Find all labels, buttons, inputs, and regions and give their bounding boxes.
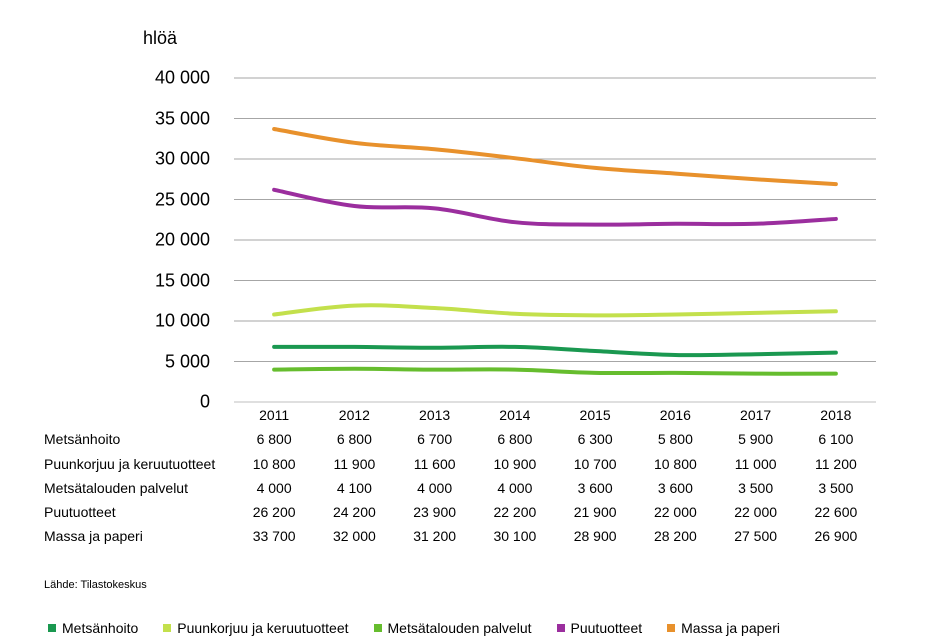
- table-cell: 28 900: [573, 528, 617, 544]
- table-cell: 22 000: [653, 504, 697, 520]
- x-tick-label: 2017: [740, 407, 772, 423]
- series-line: [272, 303, 838, 318]
- x-tick-label: 2013: [419, 407, 451, 423]
- series-line: [272, 187, 838, 227]
- table-row-label: Puunkorjuu ja keruutuotteet: [44, 456, 216, 472]
- legend-label: Metsätalouden palvelut: [387, 620, 532, 636]
- table-cell: 11 900: [333, 456, 376, 472]
- table-row-label: Metsänhoito: [44, 431, 121, 447]
- x-tick-label: 2018: [820, 407, 852, 423]
- table-cell: 3 600: [577, 480, 613, 496]
- y-tick-label: 35 000: [154, 108, 210, 128]
- source-note: Lähde: Tilastokeskus: [44, 579, 147, 591]
- table-cell: 10 700: [573, 456, 617, 472]
- x-tick-label: 2014: [499, 407, 531, 423]
- table-cell: 24 200: [332, 504, 376, 520]
- legend-swatch: [667, 624, 676, 632]
- series-line: [272, 344, 838, 358]
- series-line: [272, 366, 838, 376]
- y-tick-label: 0: [199, 391, 210, 412]
- table-cell: 21 900: [573, 504, 617, 520]
- y-tick-label: 5 000: [164, 351, 210, 371]
- table-cell: 3 600: [657, 480, 693, 496]
- table-cell: 27 500: [734, 528, 778, 544]
- table-cell: 4 000: [497, 480, 533, 496]
- table-cell: 22 600: [814, 504, 858, 520]
- table-row-label: Puutuotteet: [44, 504, 116, 520]
- table-cell: 10 900: [493, 456, 537, 472]
- table-cell: 3 500: [738, 480, 774, 496]
- y-axis-label: hlöä: [143, 28, 178, 48]
- table-cell: 6 300: [577, 431, 613, 447]
- legend-label: Puunkorjuu ja keruutuotteet: [177, 620, 349, 636]
- y-tick-label: 10 000: [154, 310, 210, 331]
- legend-label: Puutuotteet: [570, 620, 643, 636]
- y-tick-label: 15 000: [154, 270, 210, 290]
- legend-item: Metsätalouden palvelut: [373, 620, 532, 636]
- x-tick-label: 2011: [259, 407, 290, 423]
- y-tick-label: 30 000: [154, 148, 210, 169]
- table-cell: 6 100: [818, 431, 854, 447]
- legend-item: Massa ja paperi: [667, 620, 780, 636]
- table-cell: 6 800: [256, 431, 292, 447]
- table-cell: 4 000: [256, 480, 292, 496]
- table-cell: 26 200: [252, 504, 296, 520]
- legend-swatch: [48, 624, 56, 632]
- x-tick-label: 2015: [579, 407, 611, 423]
- table-cell: 28 200: [653, 528, 697, 544]
- table-cell: 4 000: [417, 480, 453, 496]
- table-cell: 26 900: [814, 528, 858, 544]
- legend-swatch: [556, 624, 565, 632]
- table-cell: 11 600: [413, 456, 456, 472]
- legend-swatch: [373, 624, 382, 632]
- legend-label: Massa ja paperi: [681, 620, 780, 636]
- series-line: [272, 127, 838, 187]
- table-cell: 30 100: [493, 528, 537, 544]
- table-row-label: Metsätalouden palvelut: [44, 480, 188, 496]
- legend-item: Puutuotteet: [556, 620, 643, 636]
- legend-item: Puunkorjuu ja keruutuotteet: [163, 620, 349, 636]
- table-cell: 31 200: [413, 528, 457, 544]
- y-tick-label: 25 000: [154, 189, 210, 209]
- legend: Metsänhoito Puunkorjuu ja keruutuotteet Me…: [48, 620, 805, 636]
- table-cell: 10 800: [252, 456, 296, 472]
- table-cell: 22 000: [734, 504, 778, 520]
- table-cell: 3 500: [818, 480, 854, 496]
- x-tick-label: 2012: [338, 407, 370, 423]
- table-cell: 23 900: [413, 504, 457, 520]
- table-cell: 5 800: [657, 431, 693, 447]
- table-cell: 32 000: [332, 528, 376, 544]
- table-cell: 6 800: [497, 431, 533, 447]
- table-cell: 11 200: [814, 456, 857, 472]
- legend-item: Metsänhoito: [48, 620, 138, 636]
- table-cell: 6 700: [417, 431, 453, 447]
- legend-swatch: [163, 624, 172, 632]
- table-cell: 33 700: [252, 528, 296, 544]
- table-cell: 22 200: [493, 504, 537, 520]
- y-tick-label: 40 000: [154, 67, 210, 88]
- gridlines: [234, 77, 876, 403]
- legend-label: Metsänhoito: [62, 620, 139, 636]
- table-cell: 4 100: [336, 480, 372, 496]
- x-tick-label: 2016: [659, 407, 691, 423]
- table-cell: 5 900: [738, 431, 774, 447]
- table-cell: 6 800: [336, 431, 372, 447]
- y-tick-label: 20 000: [154, 229, 210, 250]
- table-row-label: Massa ja paperi: [44, 528, 143, 544]
- table-cell: 10 800: [653, 456, 697, 472]
- series-lines: [272, 127, 838, 376]
- table-cell: 11 000: [734, 456, 777, 472]
